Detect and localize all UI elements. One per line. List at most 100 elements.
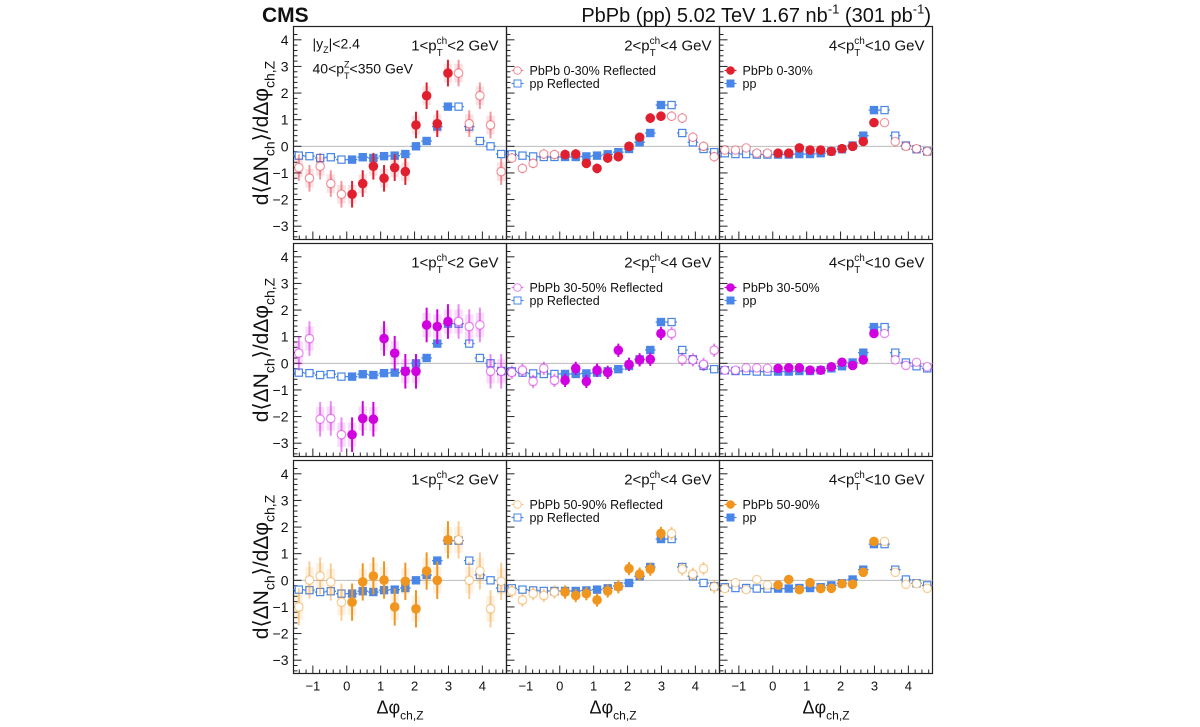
y-tick-label: 2 bbox=[281, 85, 289, 101]
legend-open-square-icon bbox=[513, 79, 522, 88]
pbpb-reflected-marker bbox=[762, 580, 773, 590]
panel-r3-c2: −1 0 1 2 3 4 Δφ ch,Z 2<p chT <4 GeV PbPb 50-90% Ref… bbox=[505, 459, 721, 722]
pp-reflected-marker bbox=[667, 317, 676, 327]
pbpb-marker bbox=[634, 569, 645, 579]
pt-range-label: 4<p chT <10 GeV bbox=[829, 470, 925, 493]
text-segment: |<2.4 bbox=[329, 36, 360, 52]
pbpb-reflected-marker bbox=[901, 579, 911, 590]
pbpb-marker bbox=[592, 163, 602, 174]
pbpb-marker bbox=[858, 567, 869, 578]
pbpb-marker bbox=[794, 584, 805, 595]
pbpb-reflected-marker bbox=[304, 333, 315, 344]
pbpb-reflected-marker bbox=[901, 141, 911, 152]
pt-range-label: 4<p chT <10 GeV bbox=[829, 36, 925, 59]
legend-pp-label: pp bbox=[743, 77, 757, 91]
pp-reflected-marker bbox=[305, 585, 314, 595]
pbpb-marker bbox=[613, 151, 624, 162]
text-segment: <4 GeV bbox=[660, 255, 711, 272]
pbpb-reflected-marker bbox=[666, 111, 677, 122]
y-tick-label: −3 bbox=[273, 435, 289, 451]
x-tick-label: −1 bbox=[518, 679, 533, 694]
y-tick-label: −2 bbox=[273, 409, 289, 425]
pbpb-reflected-marker bbox=[336, 189, 347, 200]
pbpb-marker bbox=[602, 367, 613, 378]
pbpb-reflected-marker bbox=[688, 132, 698, 143]
superscript: Z bbox=[344, 60, 350, 70]
x-tick-label: 4 bbox=[479, 679, 486, 694]
superscript: ch bbox=[854, 470, 865, 481]
pbpb-reflected-marker bbox=[709, 345, 719, 356]
text-segment: ⟩/dΔφ bbox=[250, 305, 273, 358]
text-segment: <2 GeV bbox=[447, 255, 498, 272]
pbpb-reflected-marker bbox=[911, 143, 922, 154]
pbpb-reflected-marker bbox=[890, 567, 901, 578]
text-segment: 4<p bbox=[829, 38, 854, 55]
panel-r2-c3: 4<p chT <10 GeV PbPb 30-50%pp bbox=[718, 242, 934, 458]
pp-reflected-marker bbox=[486, 142, 495, 151]
pbpb-marker bbox=[847, 141, 858, 152]
pbpb-marker bbox=[432, 575, 443, 586]
pt-range-label: 1<p chT <2 GeV bbox=[411, 253, 498, 276]
pbpb-marker bbox=[613, 581, 624, 592]
subscript: ch bbox=[262, 358, 278, 373]
pp-marker bbox=[358, 370, 367, 379]
pp-marker bbox=[592, 151, 602, 160]
pbpb-reflected-marker bbox=[720, 583, 730, 594]
subscript: T bbox=[437, 48, 443, 59]
subscript: T bbox=[650, 482, 656, 493]
text-segment: d⟨ΔN bbox=[250, 373, 273, 422]
pp-marker bbox=[656, 317, 666, 327]
pbpb-marker bbox=[869, 536, 879, 547]
text-segment: PbPb (pp) 5.02 TeV 1.67 nb bbox=[581, 5, 827, 27]
pbpb-marker bbox=[592, 365, 602, 376]
pbpb-marker bbox=[645, 113, 656, 123]
pbpb-reflected-marker bbox=[485, 604, 496, 614]
y-tick-label: 4 bbox=[281, 32, 289, 48]
pbpb-marker bbox=[656, 328, 666, 339]
pbpb-marker bbox=[357, 178, 368, 189]
pbpb-reflected-marker bbox=[475, 90, 485, 101]
pp-reflected-marker bbox=[337, 372, 346, 381]
pbpb-marker bbox=[805, 365, 815, 376]
y-tick-label: 2 bbox=[281, 519, 289, 535]
legend-open-circle-icon bbox=[513, 283, 522, 292]
pp-reflected-marker bbox=[294, 151, 304, 160]
pbpb-reflected-marker bbox=[688, 569, 698, 579]
pp-reflected-marker bbox=[315, 587, 325, 597]
pp-reflected-marker bbox=[518, 151, 527, 160]
pp-reflected-marker bbox=[880, 105, 889, 115]
pp-marker bbox=[358, 153, 367, 162]
pbpb-reflected-marker bbox=[677, 113, 688, 123]
pp-marker bbox=[411, 142, 421, 151]
pbpb-reflected-marker bbox=[720, 145, 730, 155]
pp-reflected-marker bbox=[678, 128, 687, 138]
pbpb-marker bbox=[815, 583, 826, 594]
pp-marker bbox=[347, 155, 357, 164]
subscript: ch,Z bbox=[826, 708, 849, 722]
pp-reflected-marker bbox=[518, 585, 527, 594]
y-tick-label: 4 bbox=[281, 466, 289, 482]
pbpb-reflected-marker bbox=[549, 587, 560, 597]
pbpb-marker bbox=[347, 189, 357, 200]
pbpb-reflected-marker bbox=[304, 575, 315, 585]
pbpb-reflected-marker bbox=[315, 161, 325, 172]
subscript: ch,Z bbox=[262, 494, 278, 522]
pbpb-reflected-marker bbox=[666, 328, 677, 339]
text-segment: |y bbox=[313, 36, 324, 52]
pbpb-marker bbox=[837, 143, 847, 154]
x-tick-label: 2 bbox=[624, 679, 631, 694]
pbpb-reflected-marker bbox=[901, 360, 911, 371]
pbpb-reflected-marker bbox=[538, 149, 549, 159]
luminosity-label: PbPb (pp) 5.02 TeV 1.67 nb -1 (301 pb -1) bbox=[581, 2, 931, 27]
panel-r3-c3: −1 0 1 2 3 4 Δφ ch,Z 4<p chT <10 GeV PbPb 50-90%pp bbox=[718, 459, 934, 722]
superscript: ch bbox=[854, 36, 865, 47]
pbpb-reflected-marker bbox=[879, 328, 890, 339]
pbpb-reflected-marker bbox=[528, 588, 538, 599]
pbpb-marker bbox=[837, 578, 847, 589]
text-segment: Δφ bbox=[802, 698, 826, 718]
pbpb-reflected-marker bbox=[549, 375, 560, 386]
superscript: -1 bbox=[913, 2, 925, 17]
pbpb-marker bbox=[624, 141, 634, 152]
